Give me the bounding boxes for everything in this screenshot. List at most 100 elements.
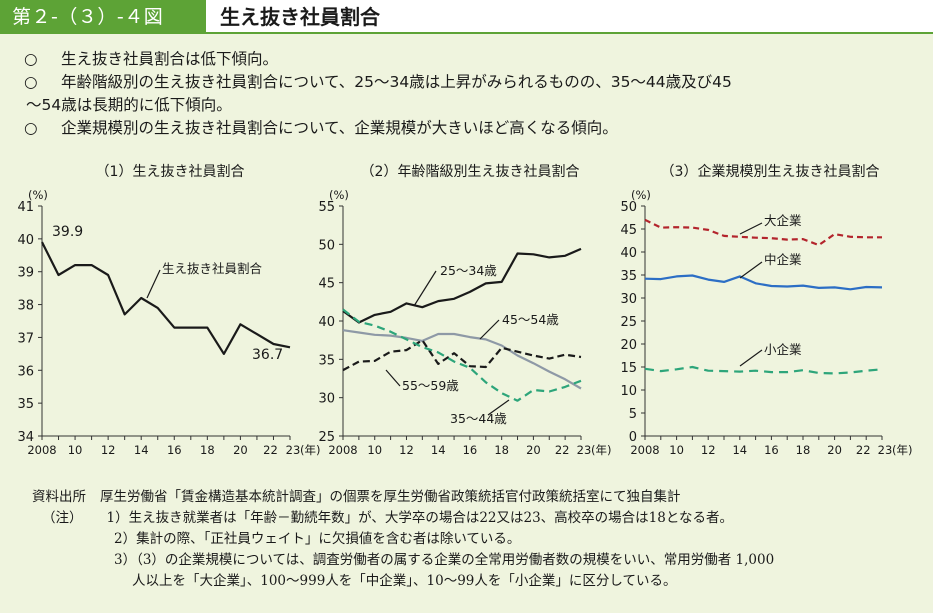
note-item: 2）集計の際、「正社員ウェイト」に欠損値を含む者は除いている。 (32, 529, 922, 550)
data-label: 36.7 (252, 347, 283, 363)
x-tick-label: 23 (878, 443, 893, 457)
y-tick-label: 40 (620, 246, 637, 261)
data-label: 39.9 (52, 224, 83, 240)
x-tick-label: 10 (669, 443, 684, 457)
x-tick-label: 20 (526, 443, 541, 457)
x-tick-label: 12 (701, 443, 716, 457)
bullet-text: 生え抜き社員割合は低下傾向。 (61, 50, 279, 68)
notes-label: （注） (42, 510, 83, 526)
y-tick-label: 25 (318, 430, 335, 445)
x-axis-unit: (年) (300, 443, 320, 457)
x-tick-label: 12 (399, 443, 414, 457)
note-text: 人以上を「大企業」、100～999人を「中企業」、10～99人を「小企業」に区分… (132, 573, 677, 589)
y-tick-label: 10 (620, 384, 637, 399)
x-tick-label: 2008 (630, 443, 659, 457)
x-tick-label: 16 (463, 443, 478, 457)
y-tick-label: 37 (17, 331, 34, 346)
series-label-leader (739, 261, 763, 279)
note-item: 3）（3）の企業規模については、調査労働者の属する企業の全常用労働者数の規模をい… (32, 550, 922, 571)
series-label: 35～44歳 (450, 411, 507, 426)
x-axis-unit: (年) (591, 443, 611, 457)
y-tick-label: 45 (620, 223, 637, 238)
x-tick-label: 18 (796, 443, 811, 457)
note-text: 2）集計の際、「正社員ウェイト」に欠損値を含む者は除いている。 (114, 531, 521, 547)
y-tick-label: 35 (318, 353, 335, 368)
bullet-text: 年齢階級別の生え抜き社員割合について、25～34歳は上昇がみられるものの、35～… (61, 73, 732, 91)
y-axis-unit: (%) (329, 188, 349, 202)
series-line (644, 365, 883, 375)
x-tick-label: 22 (263, 443, 278, 457)
bullet-continuation: ～54歳は長期的に低下傾向。 (26, 96, 232, 114)
y-tick-label: 41 (17, 200, 34, 215)
y-tick-label: 35 (620, 269, 637, 284)
series-label: 55～59歳 (402, 378, 459, 393)
series-label-leader (385, 369, 401, 387)
source-text: 厚生労働省「賃金構造基本統計調査」の個票を厚生労働省政策統括官付政策統括室にて独… (100, 489, 681, 505)
series-line (342, 339, 582, 372)
series-label: 25～34歳 (440, 263, 497, 278)
y-tick-label: 0 (629, 430, 637, 445)
y-tick-label: 45 (318, 277, 335, 292)
y-tick-label: 30 (620, 292, 637, 307)
chart-by-size: （3）企業規模別生え抜き社員割合 (%) 0 5 10 15 20 25 30 35 40 45 50 2… (620, 163, 912, 457)
series-label: 中企業 (764, 252, 802, 267)
bullet-mark: ○ (24, 50, 38, 68)
notes: 資料出所 厚生労働省「賃金構造基本統計調査」の個票を厚生労働省政策統括官付政策統括… (32, 487, 922, 592)
x-tick-label: 18 (200, 443, 215, 457)
series-label-leader (479, 319, 500, 340)
x-tick-label: 14 (732, 443, 747, 457)
y-tick-label: 40 (318, 315, 335, 330)
x-tick-label: 20 (233, 443, 248, 457)
series-line (644, 218, 882, 247)
series-label-leader (413, 270, 437, 307)
summary: ○ 生え抜き社員割合は低下傾向。 ○ 年齢階級別の生え抜き社員割合について、25… (24, 48, 924, 140)
x-tick-label: 23 (286, 443, 301, 457)
y-tick-label: 25 (620, 315, 637, 330)
series-line (644, 274, 883, 291)
x-axis-unit: (年) (892, 443, 912, 457)
y-tick-label: 34 (17, 430, 34, 445)
summary-bullet: ○ 企業規模別の生え抜き社員割合について、企業規模が大きいほど高くなる傾向。 (24, 117, 924, 140)
y-tick-label: 36 (17, 364, 34, 379)
chart-overall: （1）生え抜き社員割合 (%) 34 35 36 37 38 39 40 41 2008 10 12 14… (17, 163, 320, 457)
y-tick-label: 15 (620, 361, 637, 376)
series-label: 45～54歳 (502, 312, 559, 327)
x-tick-label: 16 (764, 443, 779, 457)
x-tick-label: 2008 (27, 443, 56, 457)
chart-title: （3）企業規模別生え抜き社員割合 (661, 163, 880, 180)
charts-area: （1）生え抜き社員割合 (%) 34 35 36 37 38 39 40 41 2008 10 12 14… (17, 163, 912, 457)
figure-number: 第２-（３）-４図 (0, 0, 206, 34)
x-tick-label: 14 (134, 443, 149, 457)
y-tick-label: 35 (17, 397, 34, 412)
series-line (342, 329, 582, 390)
chart-title: （1）生え抜き社員割合 (96, 163, 245, 180)
source-label: 資料出所 (32, 489, 86, 505)
series-label: 大企業 (764, 213, 802, 228)
x-tick-label: 22 (856, 443, 871, 457)
y-tick-label: 39 (17, 266, 34, 281)
y-tick-label: 40 (17, 233, 34, 248)
y-tick-label: 38 (17, 299, 34, 314)
y-tick-label: 50 (318, 238, 335, 253)
x-tick-label: 23 (577, 443, 592, 457)
series-label-leader (146, 269, 161, 299)
y-tick-label: 20 (620, 338, 637, 353)
x-tick-label: 10 (367, 443, 382, 457)
y-axis-unit: (%) (631, 188, 651, 202)
x-tick-label: 12 (101, 443, 116, 457)
y-tick-label: 55 (318, 200, 335, 215)
x-tick-label: 10 (68, 443, 83, 457)
x-tick-label: 20 (827, 443, 842, 457)
series-label: 小企業 (764, 342, 802, 357)
series-label: 生え抜き社員割合 (162, 261, 263, 276)
summary-bullet: ○ 生え抜き社員割合は低下傾向。 (24, 48, 924, 71)
bullet-text: 企業規模別の生え抜き社員割合について、企業規模が大きいほど高くなる傾向。 (61, 119, 618, 137)
bullet-mark: ○ (24, 119, 38, 137)
note-item: （注） 1）生え抜き就業者は「年齢－勤続年数」が、大学卒の場合は22又は23、高校… (32, 508, 922, 529)
x-tick-label: 18 (494, 443, 509, 457)
chart-title: （2）年齢階級別生え抜き社員割合 (361, 163, 580, 180)
note-continuation: 人以上を「大企業」、100～999人を「中企業」、10～99人を「小企業」に区分… (32, 571, 922, 592)
series-line (41, 241, 291, 355)
source-line: 資料出所 厚生労働省「賃金構造基本統計調査」の個票を厚生労働省政策統括官付政策統括… (32, 487, 922, 508)
series-line (342, 308, 582, 402)
